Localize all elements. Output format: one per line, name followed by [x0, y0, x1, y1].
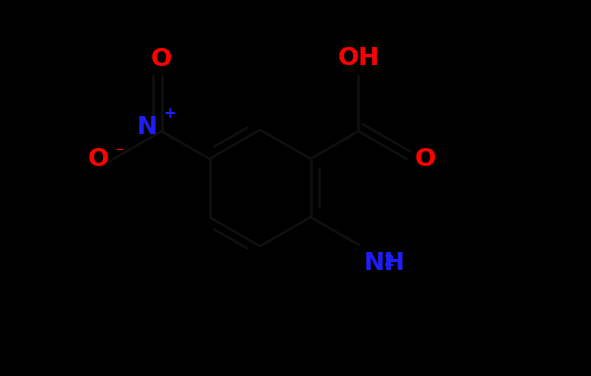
Text: O: O	[414, 147, 436, 171]
Text: NH: NH	[363, 251, 405, 275]
Text: O: O	[87, 147, 109, 171]
Text: O: O	[151, 47, 172, 71]
Text: 2: 2	[383, 254, 394, 269]
Text: N: N	[137, 115, 158, 139]
Text: ⁻: ⁻	[116, 146, 124, 160]
Text: OH: OH	[337, 46, 379, 70]
Text: +: +	[164, 106, 176, 121]
